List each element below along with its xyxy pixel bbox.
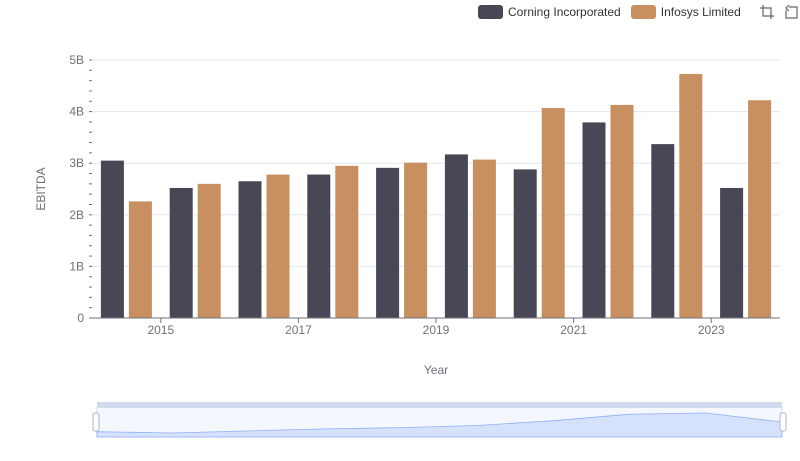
y-tick-label: 0 bbox=[77, 311, 84, 325]
legend-swatch-infosys bbox=[630, 5, 656, 19]
datazoom-move-handle[interactable] bbox=[97, 402, 782, 408]
y-tick-label: 4B bbox=[69, 105, 84, 119]
x-tick-label: 2023 bbox=[698, 323, 725, 337]
x-tick-label: 2021 bbox=[560, 323, 587, 337]
legend-label-corning: Corning Incorporated bbox=[508, 5, 621, 19]
bar-corning-2017[interactable] bbox=[307, 174, 331, 318]
y-tick-label: 2B bbox=[69, 208, 84, 222]
y-tick-label: 5B bbox=[69, 53, 84, 67]
legend-item-infosys[interactable]: Infosys Limited bbox=[630, 5, 741, 19]
x-tick-label: 2017 bbox=[285, 323, 312, 337]
legend: Corning Incorporated Infosys Limited bbox=[478, 4, 799, 20]
bar-corning-2022[interactable] bbox=[651, 144, 675, 318]
x-axis-labels: 2015 2017 2019 2021 2023 bbox=[147, 318, 725, 337]
bar-corning-2023[interactable] bbox=[720, 187, 744, 318]
y-tick-label: 3B bbox=[69, 156, 84, 170]
bar-infosys-2014[interactable] bbox=[128, 201, 152, 318]
bar-corning-2015[interactable] bbox=[169, 187, 193, 318]
datazoom-slider[interactable] bbox=[92, 402, 787, 438]
bar-corning-2018[interactable] bbox=[376, 167, 400, 318]
bar-infosys-2015[interactable] bbox=[197, 183, 221, 318]
bar-infosys-2016[interactable] bbox=[266, 174, 290, 318]
restore-icon[interactable] bbox=[783, 4, 799, 20]
y-axis-title: EBITDA bbox=[34, 167, 48, 210]
datazoom-right-handle[interactable] bbox=[779, 412, 787, 432]
crop-icon[interactable] bbox=[759, 4, 775, 20]
bar-infosys-2018[interactable] bbox=[404, 162, 428, 318]
bar-corning-2021[interactable] bbox=[582, 122, 606, 318]
legend-label-infosys: Infosys Limited bbox=[660, 5, 741, 19]
bar-infosys-2020[interactable] bbox=[541, 107, 565, 318]
y-axis-minor-ticks bbox=[89, 59, 92, 319]
bar-infosys-2022[interactable] bbox=[679, 73, 703, 318]
bar-infosys-2021[interactable] bbox=[610, 104, 634, 318]
bar-infosys-2019[interactable] bbox=[472, 159, 496, 318]
legend-item-corning[interactable]: Corning Incorporated bbox=[478, 5, 621, 19]
y-axis-labels: 0 1B 2B 3B 4B 5B bbox=[69, 53, 84, 325]
grid-lines bbox=[92, 59, 780, 267]
bar-corning-2014[interactable] bbox=[100, 160, 124, 318]
bar-corning-2020[interactable] bbox=[513, 169, 537, 318]
x-axis-title: Year bbox=[424, 363, 448, 377]
x-tick-label: 2019 bbox=[423, 323, 450, 337]
bar-infosys-2023[interactable] bbox=[748, 100, 772, 318]
y-tick-label: 1B bbox=[69, 259, 84, 273]
bar-corning-2019[interactable] bbox=[444, 154, 468, 318]
bars bbox=[100, 73, 772, 318]
bar-corning-2016[interactable] bbox=[238, 181, 262, 318]
bar-infosys-2017[interactable] bbox=[335, 165, 359, 318]
datazoom-left-handle[interactable] bbox=[92, 412, 100, 432]
legend-swatch-corning bbox=[478, 5, 503, 19]
x-tick-label: 2015 bbox=[147, 323, 174, 337]
